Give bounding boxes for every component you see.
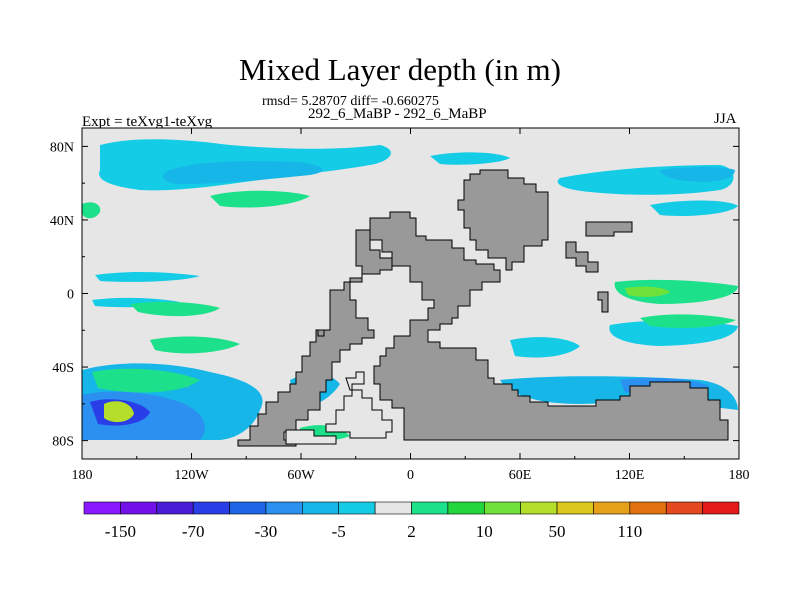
contour-indian-south-negative xyxy=(609,320,738,346)
x-tick-label: 120E xyxy=(615,468,645,483)
stats-text: rmsd= 5.28707 diff= -0.660275 xyxy=(262,94,439,109)
colorbar-swatch xyxy=(702,501,740,515)
land-east-island-north xyxy=(585,221,633,237)
y-axis: 80N 40N 0 40S 80S xyxy=(50,140,739,450)
x-tick-label: 0 xyxy=(407,468,414,483)
colorbar-label: 110 xyxy=(617,522,642,541)
colorbar-label: 50 xyxy=(549,522,566,541)
x-axis: 180 120W 60W 0 60E 120E 180 xyxy=(72,128,750,483)
inner-water-bodies xyxy=(285,371,393,445)
colorbar-swatch xyxy=(83,501,121,515)
colorbar-label: -70 xyxy=(182,522,205,541)
contour-southern-ocean-positive-2 xyxy=(92,368,200,393)
contour-indian-positive-2 xyxy=(640,314,736,328)
x-tick-label: 180 xyxy=(72,468,93,483)
colorbar-label: -150 xyxy=(105,522,136,541)
contour-pacific-north-positive-2 xyxy=(82,202,101,219)
y-tick-label: 80N xyxy=(50,140,74,155)
contour-southern-ocean-extreme-rim xyxy=(104,401,134,423)
land-north-america-greenland xyxy=(457,169,549,271)
colorbar-label: -30 xyxy=(255,522,278,541)
colorbar-swatch xyxy=(447,501,485,515)
contour-pacific-north-positive xyxy=(210,190,310,208)
contour-indian-positive-core xyxy=(625,286,670,297)
contour-arctic-east-negative-2 xyxy=(430,152,510,165)
colorbar: -150 -70 -30 -5 2 10 50 110 xyxy=(83,501,740,541)
contour-arctic-negative-core xyxy=(163,160,323,185)
colorbar-label: 10 xyxy=(476,522,493,541)
land-america-continent xyxy=(369,211,729,441)
colorbar-swatch xyxy=(156,501,194,515)
contour-npacific-east-negative xyxy=(650,200,738,216)
colorbar-label: 2 xyxy=(407,522,416,541)
contour-tropics-positive xyxy=(130,301,220,317)
colorbar-swatch xyxy=(556,501,594,515)
x-tick-label: 120W xyxy=(174,468,209,483)
map-panel: 180 120W 60W 0 60E 120E 180 80N 40N 0 40S 80S xyxy=(50,127,750,483)
y-tick-label: 0 xyxy=(67,288,74,303)
case-label: 292_6_MaBP - 292_6_MaBP xyxy=(308,106,487,122)
contour-arctic-east-core xyxy=(660,167,735,182)
colorbar-swatch xyxy=(593,501,631,515)
colorbar-swatch xyxy=(302,501,340,515)
experiment-label: Expt = teXvg1-teXvg xyxy=(82,114,213,130)
map-title: Mixed Layer depth (in m) xyxy=(239,52,561,87)
inner-sea-south xyxy=(285,429,337,445)
contour-indian-positive xyxy=(614,279,738,304)
colorbar-swatch xyxy=(338,501,376,515)
colorbar-swatch xyxy=(120,501,158,515)
x-tick-label: 60W xyxy=(287,468,315,483)
colorbar-swatch xyxy=(483,501,521,515)
colorbar-swatch xyxy=(520,501,558,515)
inner-sea-west xyxy=(325,371,393,439)
colorbar-swatch xyxy=(665,501,703,515)
land-small-west-island xyxy=(317,329,325,337)
x-tick-label: 60E xyxy=(509,468,532,483)
colorbar-label: -5 xyxy=(332,522,346,541)
colorbar-swatch xyxy=(374,501,412,515)
land-east-sliver xyxy=(597,291,609,313)
colorbar-swatch xyxy=(629,501,667,515)
land-masses xyxy=(237,169,729,447)
contour-pacific-tropics-negative xyxy=(95,272,200,282)
land-east-peninsula xyxy=(565,241,599,273)
land-western-block xyxy=(237,229,393,447)
colorbar-swatch xyxy=(265,501,303,515)
colorbar-swatch xyxy=(411,501,449,515)
y-tick-label: 80S xyxy=(52,435,74,450)
colorbar-swatch xyxy=(229,501,267,515)
y-tick-label: 40N xyxy=(50,214,74,229)
season-label: JJA xyxy=(714,111,737,127)
colorbar-swatch xyxy=(192,501,230,515)
contour-south-atlantic-negative xyxy=(510,337,580,358)
x-tick-label: 180 xyxy=(729,468,750,483)
y-tick-label: 40S xyxy=(52,361,74,376)
contour-south-pacific-positive xyxy=(150,336,240,354)
